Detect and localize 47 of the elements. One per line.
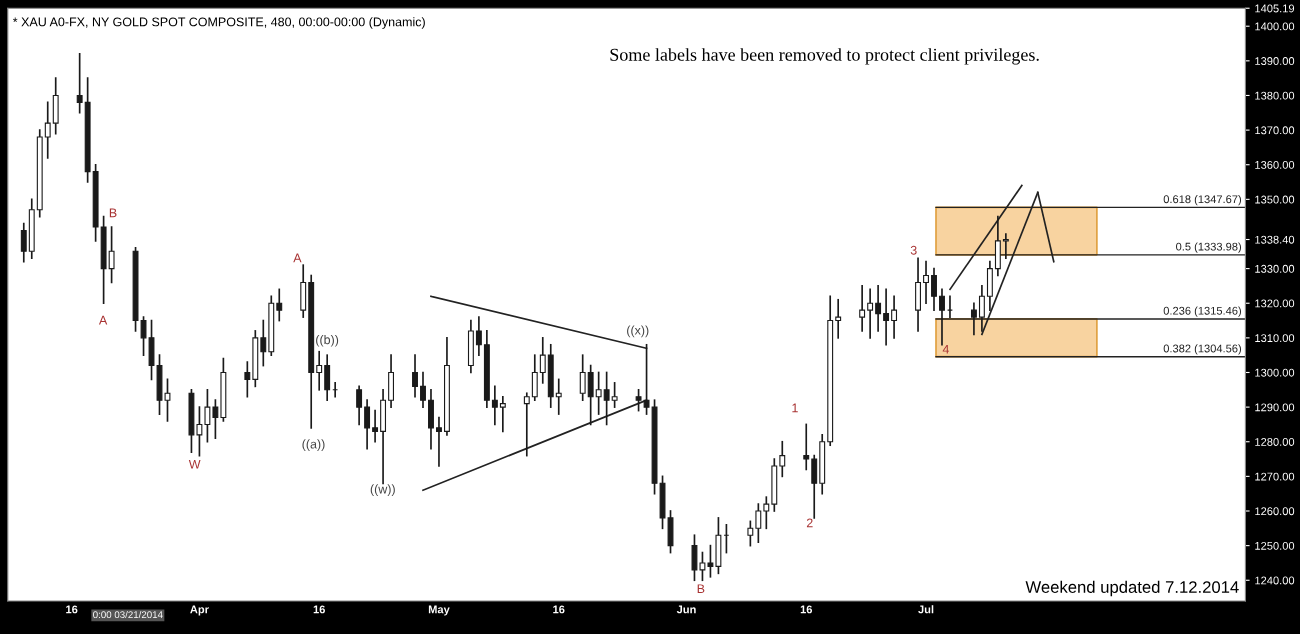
x-tick-label: 16 bbox=[800, 605, 813, 614]
y-tick-label: 1270.00 bbox=[1255, 472, 1295, 481]
annotation: ((b)) bbox=[316, 334, 339, 347]
y-tick-label: 1290.00 bbox=[1255, 403, 1295, 412]
x-tick-label: Jun bbox=[676, 605, 696, 614]
y-tick-label: 1400.00 bbox=[1255, 22, 1295, 31]
y-tick-label: 1300.00 bbox=[1255, 368, 1295, 377]
text: 0:00 03/21/2014 bbox=[93, 610, 163, 619]
annotation: W bbox=[188, 459, 201, 469]
annotation: 2 bbox=[806, 518, 813, 528]
annotation: Weekend updated 7.12.2014 bbox=[1025, 580, 1239, 597]
annotation: A bbox=[293, 253, 302, 263]
annotation: B bbox=[109, 208, 117, 218]
annotation: ((w)) bbox=[370, 484, 395, 496]
annotation: 3 bbox=[910, 245, 917, 255]
y-tick-label: 1310.00 bbox=[1255, 334, 1295, 342]
annotation: Some labels have been removed to protect client privileges. bbox=[610, 48, 1039, 65]
annotation: B bbox=[697, 584, 705, 593]
annotation: 1 bbox=[792, 403, 798, 413]
ref-line-label: 0.382 (1304.56) bbox=[1163, 344, 1242, 355]
y-tick-label: 1338.40 bbox=[1255, 235, 1295, 244]
ref-line-label: 0.236 (1315.46) bbox=[1163, 306, 1242, 317]
x-tick-label: Jul bbox=[918, 605, 934, 614]
y-tick-label: 1360.00 bbox=[1255, 160, 1295, 169]
annotation: ((x)) bbox=[627, 325, 649, 338]
ref-line-label: 0.618 (1347.67) bbox=[1163, 194, 1242, 206]
y-tick-label: 1250.00 bbox=[1255, 541, 1295, 550]
y-tick-label: 1240.00 bbox=[1255, 576, 1295, 585]
y-tick-label: 1350.00 bbox=[1255, 195, 1295, 204]
x-tick-label: 16 bbox=[553, 605, 565, 614]
annotation: A bbox=[98, 315, 108, 325]
annotation: ((a)) bbox=[302, 439, 325, 451]
x-tick-label: Apr bbox=[190, 605, 209, 616]
x-tick-label: 16 bbox=[66, 605, 78, 614]
y-tick-label: 1370.00 bbox=[1255, 126, 1295, 135]
y-tick-label: 1330.00 bbox=[1255, 264, 1295, 273]
text: * XAU A0-FX, NY GOLD SPOT COMPOSITE, 480, 00:00-00:00 (Dynamic) bbox=[12, 17, 425, 29]
annotation: 4 bbox=[942, 344, 950, 354]
y-tick-label: 1320.00 bbox=[1255, 299, 1295, 308]
y-tick-label: 1405.19 bbox=[1255, 4, 1295, 13]
ref-line-label: 0.5 (1333.98) bbox=[1176, 242, 1241, 253]
y-tick-label: 1390.00 bbox=[1255, 57, 1295, 65]
x-tick-label: 16 bbox=[313, 605, 325, 614]
y-tick-label: 1260.00 bbox=[1255, 507, 1295, 516]
x-tick-label: May bbox=[428, 605, 450, 616]
y-tick-label: 1380.00 bbox=[1255, 91, 1295, 100]
y-tick-label: 1280.00 bbox=[1255, 438, 1295, 446]
